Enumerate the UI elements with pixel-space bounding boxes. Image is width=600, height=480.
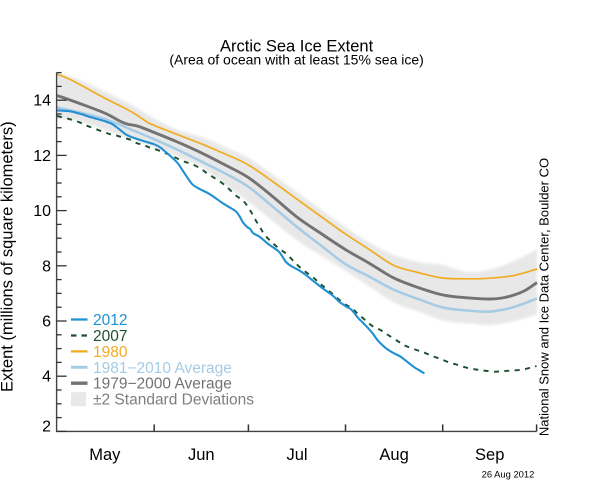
svg-text:(Area of ocean with at least 1: (Area of ocean with at least 15% sea ice… — [169, 52, 423, 68]
svg-text:1981−2010 Average: 1981−2010 Average — [93, 360, 232, 377]
svg-text:Extent (millions of square kil: Extent (millions of square kilometers) — [0, 121, 17, 392]
svg-text:Aug: Aug — [379, 446, 408, 464]
svg-text:2: 2 — [42, 418, 51, 435]
svg-text:Jun: Jun — [188, 446, 215, 464]
svg-text:May: May — [89, 446, 121, 464]
svg-text:14: 14 — [33, 93, 51, 110]
svg-text:6: 6 — [42, 314, 51, 331]
svg-text:12: 12 — [33, 148, 51, 165]
svg-text:Sep: Sep — [475, 446, 504, 464]
svg-text:2007: 2007 — [93, 328, 127, 345]
svg-text:10: 10 — [33, 203, 51, 220]
svg-text:Arctic Sea Ice Extent: Arctic Sea Ice Extent — [220, 38, 374, 56]
svg-text:National Snow and Ice Data Cen: National Snow and Ice Data Center, Bould… — [537, 158, 552, 436]
svg-text:8: 8 — [42, 258, 51, 275]
svg-text:±2 Standard Deviations: ±2 Standard Deviations — [93, 392, 254, 409]
svg-text:26 Aug 2012: 26 Aug 2012 — [482, 469, 535, 480]
svg-text:1979−2000 Average: 1979−2000 Average — [93, 376, 232, 393]
svg-text:4: 4 — [42, 369, 51, 386]
svg-text:1980: 1980 — [93, 344, 128, 361]
svg-text:2012: 2012 — [93, 312, 127, 329]
svg-text:Jul: Jul — [286, 446, 307, 464]
